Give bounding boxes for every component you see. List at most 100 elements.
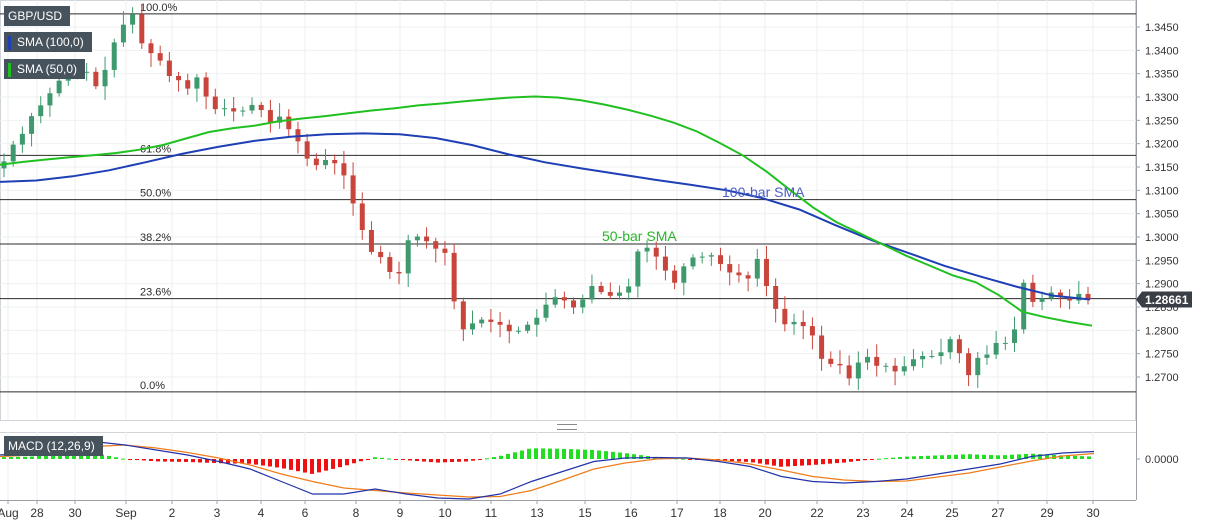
candle[interactable] bbox=[561, 291, 567, 309]
candle[interactable] bbox=[460, 297, 466, 341]
candle[interactable] bbox=[387, 252, 393, 279]
candle[interactable] bbox=[212, 88, 218, 115]
candle[interactable] bbox=[910, 349, 916, 371]
candle[interactable] bbox=[718, 247, 724, 271]
candle[interactable] bbox=[451, 243, 457, 310]
legend-symbol[interactable]: GBP/USD bbox=[4, 6, 71, 26]
candle[interactable] bbox=[672, 265, 678, 290]
candle[interactable] bbox=[488, 309, 494, 333]
candle[interactable] bbox=[19, 126, 25, 153]
panel-resize-handle[interactable] bbox=[557, 424, 577, 430]
candle[interactable] bbox=[534, 309, 540, 337]
candle[interactable] bbox=[681, 263, 687, 296]
candle[interactable] bbox=[708, 252, 714, 266]
candle[interactable] bbox=[157, 45, 163, 66]
candle[interactable] bbox=[1039, 291, 1045, 311]
candle[interactable] bbox=[653, 241, 659, 270]
candle[interactable] bbox=[479, 316, 485, 328]
candle[interactable] bbox=[1002, 336, 1008, 351]
legend-macd[interactable]: MACD (12,26,9) bbox=[4, 436, 103, 456]
candle[interactable] bbox=[892, 358, 898, 386]
candle[interactable] bbox=[120, 11, 126, 47]
candle[interactable] bbox=[332, 154, 338, 175]
candle[interactable] bbox=[993, 330, 999, 360]
candle[interactable] bbox=[874, 344, 880, 377]
candle[interactable] bbox=[304, 133, 310, 167]
candle[interactable] bbox=[323, 148, 329, 170]
candle[interactable] bbox=[819, 325, 825, 371]
candle[interactable] bbox=[662, 245, 668, 281]
candle[interactable] bbox=[515, 326, 521, 335]
candle[interactable] bbox=[240, 106, 246, 117]
candle[interactable] bbox=[414, 234, 420, 247]
candle[interactable] bbox=[589, 274, 595, 304]
candle[interactable] bbox=[139, 4, 145, 49]
candle[interactable] bbox=[800, 310, 806, 340]
candle[interactable] bbox=[29, 112, 35, 147]
candle[interactable] bbox=[1085, 286, 1091, 305]
candle[interactable] bbox=[286, 109, 292, 138]
sma50-line[interactable] bbox=[0, 95, 1093, 327]
candle[interactable] bbox=[1076, 281, 1082, 305]
candle[interactable] bbox=[194, 74, 200, 102]
candle[interactable] bbox=[249, 97, 255, 114]
candle[interactable] bbox=[295, 121, 301, 154]
candle[interactable] bbox=[221, 98, 227, 117]
candle[interactable] bbox=[828, 351, 834, 368]
candle[interactable] bbox=[598, 281, 604, 295]
candle[interactable] bbox=[846, 355, 852, 386]
candle[interactable] bbox=[442, 241, 448, 266]
candle[interactable] bbox=[791, 313, 797, 335]
candle[interactable] bbox=[727, 255, 733, 286]
candle[interactable] bbox=[626, 278, 632, 300]
candle[interactable] bbox=[396, 261, 402, 285]
candle[interactable] bbox=[809, 317, 815, 350]
candle[interactable] bbox=[865, 348, 871, 371]
candle[interactable] bbox=[497, 311, 503, 338]
candle[interactable] bbox=[763, 246, 769, 297]
macd-line[interactable] bbox=[0, 440, 1095, 500]
candle[interactable] bbox=[277, 103, 283, 129]
candle[interactable] bbox=[571, 297, 577, 314]
candle[interactable] bbox=[837, 350, 843, 375]
legend-sma100[interactable]: SMA (100,0) bbox=[4, 32, 92, 52]
candle[interactable] bbox=[883, 362, 889, 373]
candle[interactable] bbox=[754, 248, 760, 287]
candle[interactable] bbox=[525, 321, 531, 334]
candle[interactable] bbox=[1057, 289, 1063, 308]
candle[interactable] bbox=[947, 336, 953, 360]
candle[interactable] bbox=[1067, 289, 1073, 310]
candle[interactable] bbox=[736, 263, 742, 283]
candle[interactable] bbox=[203, 72, 209, 110]
legend-sma50[interactable]: SMA (50,0) bbox=[4, 59, 86, 79]
candle[interactable] bbox=[267, 99, 273, 133]
candle[interactable] bbox=[84, 62, 90, 81]
candle[interactable] bbox=[38, 96, 44, 124]
candle[interactable] bbox=[782, 296, 788, 332]
candle[interactable] bbox=[956, 334, 962, 364]
candle[interactable] bbox=[1012, 316, 1018, 352]
candle[interactable] bbox=[368, 221, 374, 255]
candle[interactable] bbox=[901, 356, 907, 376]
candle[interactable] bbox=[616, 285, 622, 300]
candle[interactable] bbox=[966, 348, 972, 387]
candle[interactable] bbox=[938, 338, 944, 365]
candle[interactable] bbox=[984, 345, 990, 365]
candle[interactable] bbox=[929, 349, 935, 359]
candle[interactable] bbox=[699, 252, 705, 264]
candle[interactable] bbox=[470, 310, 476, 335]
candle[interactable] bbox=[378, 245, 384, 264]
candle[interactable] bbox=[185, 73, 191, 96]
candle[interactable] bbox=[359, 192, 365, 240]
candle[interactable] bbox=[433, 237, 439, 263]
sma100-line[interactable] bbox=[0, 132, 1091, 301]
candle[interactable] bbox=[166, 51, 172, 83]
candle[interactable] bbox=[176, 71, 182, 92]
candle[interactable] bbox=[580, 294, 586, 314]
candle[interactable] bbox=[773, 278, 779, 323]
candle[interactable] bbox=[111, 38, 117, 78]
candle[interactable] bbox=[644, 240, 650, 263]
candle[interactable] bbox=[920, 351, 926, 368]
candle[interactable] bbox=[607, 282, 613, 300]
candle[interactable] bbox=[313, 153, 319, 171]
